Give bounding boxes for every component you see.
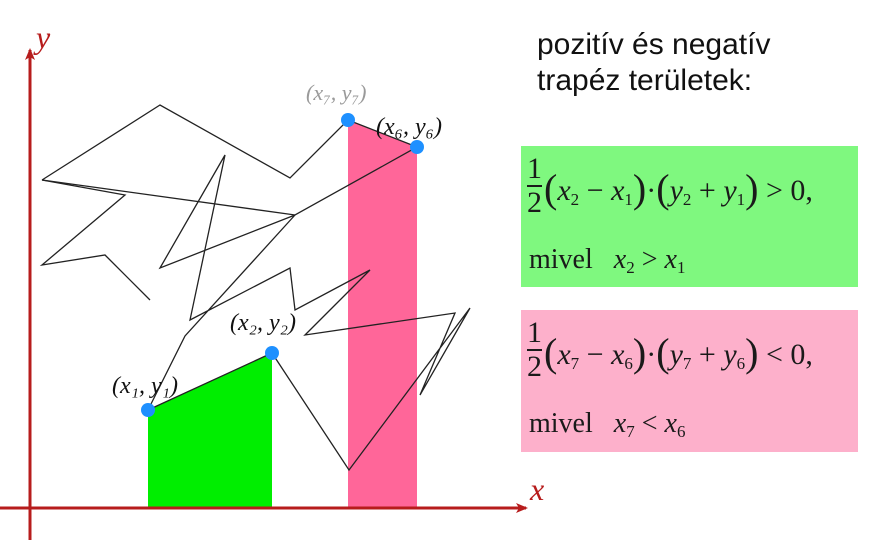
positive-d: y <box>723 173 737 207</box>
positive-cond-op: > <box>641 244 658 275</box>
positive-cond-left-sub: 2 <box>626 258 635 277</box>
negative-frac-den: 2 <box>527 350 542 383</box>
point-1-label: (x₁, y₁) <box>112 373 178 399</box>
positive-c: y <box>669 173 683 207</box>
negative-trapezoid <box>348 120 417 508</box>
positive-formula: 1 2 (x2 − x1)·(y2 + y1) > 0, <box>527 154 813 218</box>
negative-c-sub: 7 <box>682 353 692 373</box>
negative-d: y <box>723 337 737 371</box>
polygon-outline <box>147 154 471 472</box>
negative-cond-right-sub: 6 <box>676 422 686 441</box>
point-2-marker <box>265 346 279 360</box>
point-7-label: (x₇, y₇) <box>306 80 366 105</box>
positive-cond-left: x <box>613 244 627 275</box>
negative-cond-right: x <box>664 408 677 439</box>
point-2-label: (x₂, y₂) <box>230 310 296 336</box>
negative-d-sub: 6 <box>736 353 746 373</box>
negative-c: y <box>669 337 683 371</box>
negative-b-sub: 6 <box>624 353 633 373</box>
negative-b: x <box>611 337 625 371</box>
negative-formula: 1 2 (x7 − x6)·(y7 + y6) < 0, <box>527 318 813 382</box>
negative-cond-left: x <box>613 408 627 439</box>
negative-a: x <box>557 337 571 371</box>
negative-condition-word: mivel <box>529 408 593 439</box>
positive-cond-right-sub: 1 <box>676 258 686 277</box>
x-axis-label: x <box>529 471 544 507</box>
positive-cond-right: x <box>664 244 677 275</box>
positive-a: x <box>557 173 571 207</box>
positive-condition: mivel x2 > x1 <box>529 244 685 278</box>
point-6-marker <box>410 140 424 154</box>
positive-frac-num: 1 <box>527 152 542 185</box>
positive-formula-box: 1 2 (x2 − x1)·(y2 + y1) > 0, mivel x2 > … <box>521 146 858 287</box>
positive-expression: (x2 − x1)·(y2 + y1) > 0, <box>544 165 813 211</box>
negative-a-sub: 7 <box>570 353 580 373</box>
negative-frac-bar <box>527 349 542 351</box>
negative-expression: (x7 − x6)·(y7 + y6) < 0, <box>544 329 813 375</box>
positive-a-sub: 2 <box>570 189 580 209</box>
negative-cond-left-sub: 7 <box>626 422 635 441</box>
positive-b-sub: 1 <box>624 189 633 209</box>
positive-c-sub: 2 <box>682 189 692 209</box>
negative-formula-box: 1 2 (x7 − x6)·(y7 + y6) < 0, mivel x7 < … <box>521 310 858 452</box>
negative-half-fraction: 1 2 <box>527 318 542 382</box>
negative-relation: < 0, <box>765 337 813 371</box>
title-line-2: trapéz területek: <box>537 64 753 97</box>
positive-d-sub: 1 <box>736 189 746 209</box>
negative-cond-op: < <box>641 408 658 439</box>
positive-trapezoid <box>148 353 272 508</box>
positive-condition-word: mivel <box>529 244 593 275</box>
y-axis-label: y <box>33 19 51 55</box>
title-line-1: pozitív és negatív <box>537 28 771 61</box>
point-6-label: (x₆, y₆) <box>376 114 442 140</box>
positive-b: x <box>611 173 625 207</box>
positive-frac-bar <box>527 185 542 187</box>
point-1-marker <box>141 403 155 417</box>
positive-relation: > 0, <box>765 173 813 207</box>
polygon-outline-left <box>39 179 151 301</box>
point-7-marker <box>341 113 355 127</box>
negative-frac-num: 1 <box>527 316 542 349</box>
positive-frac-den: 2 <box>527 186 542 219</box>
positive-half-fraction: 1 2 <box>527 154 542 218</box>
negative-condition: mivel x7 < x6 <box>529 408 685 442</box>
